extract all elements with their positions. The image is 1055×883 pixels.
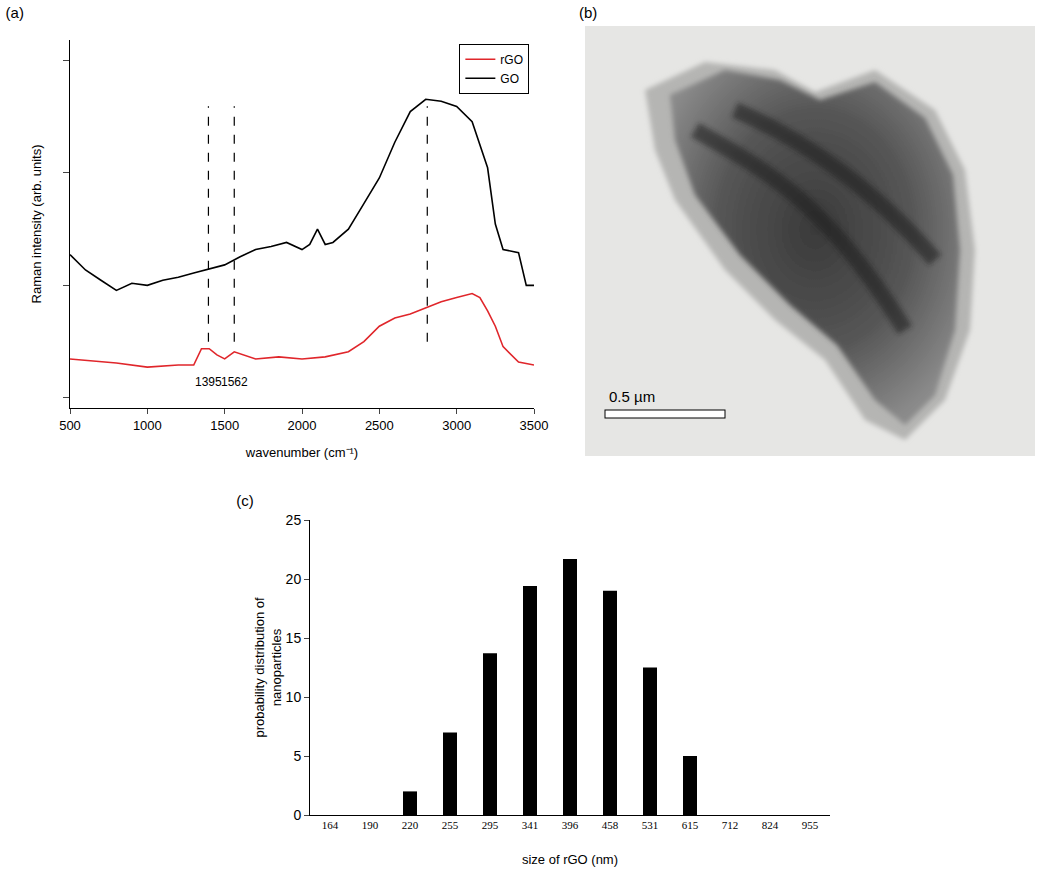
svg-text:size of rGO (nm): size of rGO (nm): [522, 852, 618, 867]
svg-text:341: 341: [522, 819, 539, 831]
svg-text:712: 712: [722, 819, 739, 831]
svg-text:5: 5: [293, 748, 301, 764]
svg-text:10: 10: [286, 689, 302, 705]
svg-text:GO: GO: [500, 72, 519, 86]
svg-text:220: 220: [402, 819, 419, 831]
svg-text:824: 824: [762, 819, 779, 831]
svg-text:wavenumber (cm⁻¹): wavenumber (cm⁻¹): [245, 445, 358, 460]
svg-text:396: 396: [562, 819, 579, 831]
svg-text:rGO: rGO: [500, 53, 523, 67]
svg-text:164: 164: [322, 819, 339, 831]
svg-text:25: 25: [286, 512, 302, 528]
svg-text:(b): (b): [579, 4, 597, 21]
svg-text:500: 500: [59, 418, 81, 433]
svg-text:255: 255: [442, 819, 459, 831]
svg-text:0: 0: [293, 807, 301, 823]
svg-text:1500: 1500: [210, 418, 239, 433]
svg-text:2000: 2000: [288, 418, 317, 433]
svg-text:2500: 2500: [365, 418, 394, 433]
svg-text:probability distribution ofnan: probability distribution ofnanoparticles: [252, 597, 284, 738]
svg-text:1395: 1395: [195, 375, 222, 389]
svg-text:295: 295: [482, 819, 499, 831]
svg-text:615: 615: [682, 819, 699, 831]
svg-text:(a): (a): [6, 4, 24, 21]
svg-text:Raman intensity (arb. units): Raman intensity (arb. units): [29, 145, 44, 304]
svg-text:(c): (c): [236, 492, 254, 509]
svg-text:3000: 3000: [442, 418, 471, 433]
svg-text:0.5 µm: 0.5 µm: [609, 388, 655, 405]
svg-text:458: 458: [602, 819, 619, 831]
svg-text:20: 20: [286, 571, 302, 587]
svg-text:15: 15: [286, 630, 302, 646]
svg-text:3500: 3500: [520, 418, 549, 433]
svg-text:531: 531: [642, 819, 659, 831]
svg-text:1562: 1562: [221, 375, 248, 389]
svg-text:1000: 1000: [133, 418, 162, 433]
svg-text:190: 190: [362, 819, 379, 831]
svg-text:955: 955: [802, 819, 819, 831]
